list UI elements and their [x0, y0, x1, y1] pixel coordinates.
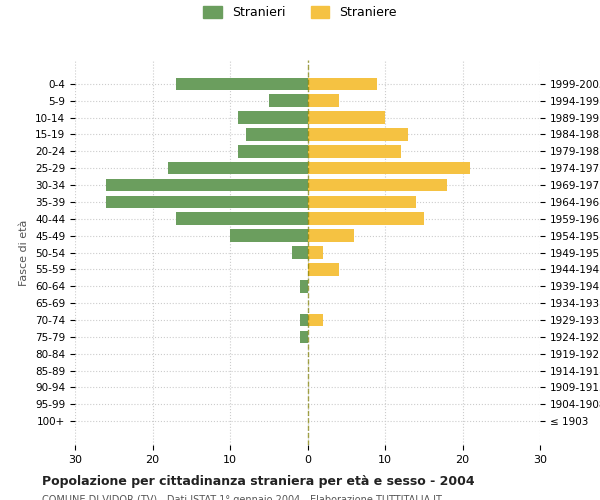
Bar	[308, 230, 354, 242]
Bar	[308, 314, 323, 326]
Bar	[308, 263, 338, 276]
Text: Popolazione per cittadinanza straniera per età e sesso - 2004: Popolazione per cittadinanza straniera p…	[42, 475, 475, 488]
Y-axis label: Fasce di età: Fasce di età	[19, 220, 29, 286]
Bar	[300, 330, 308, 343]
Bar	[308, 196, 416, 208]
Bar	[238, 145, 308, 158]
Bar	[308, 111, 385, 124]
Bar	[308, 128, 408, 141]
Bar	[300, 280, 308, 292]
Bar	[245, 128, 308, 141]
Text: COMUNE DI VIDOR (TV) - Dati ISTAT 1° gennaio 2004 - Elaborazione TUTTITALIA.IT: COMUNE DI VIDOR (TV) - Dati ISTAT 1° gen…	[42, 495, 442, 500]
Bar	[168, 162, 308, 174]
Bar	[292, 246, 308, 259]
Bar	[308, 162, 470, 174]
Bar	[176, 212, 308, 225]
Bar	[308, 94, 338, 107]
Legend: Stranieri, Straniere: Stranieri, Straniere	[198, 1, 402, 24]
Bar	[308, 212, 424, 225]
Bar	[176, 78, 308, 90]
Bar	[308, 145, 401, 158]
Bar	[308, 178, 447, 192]
Bar	[230, 230, 308, 242]
Bar	[106, 178, 308, 192]
Bar	[308, 78, 377, 90]
Bar	[106, 196, 308, 208]
Bar	[300, 314, 308, 326]
Bar	[308, 246, 323, 259]
Bar	[238, 111, 308, 124]
Bar	[269, 94, 308, 107]
